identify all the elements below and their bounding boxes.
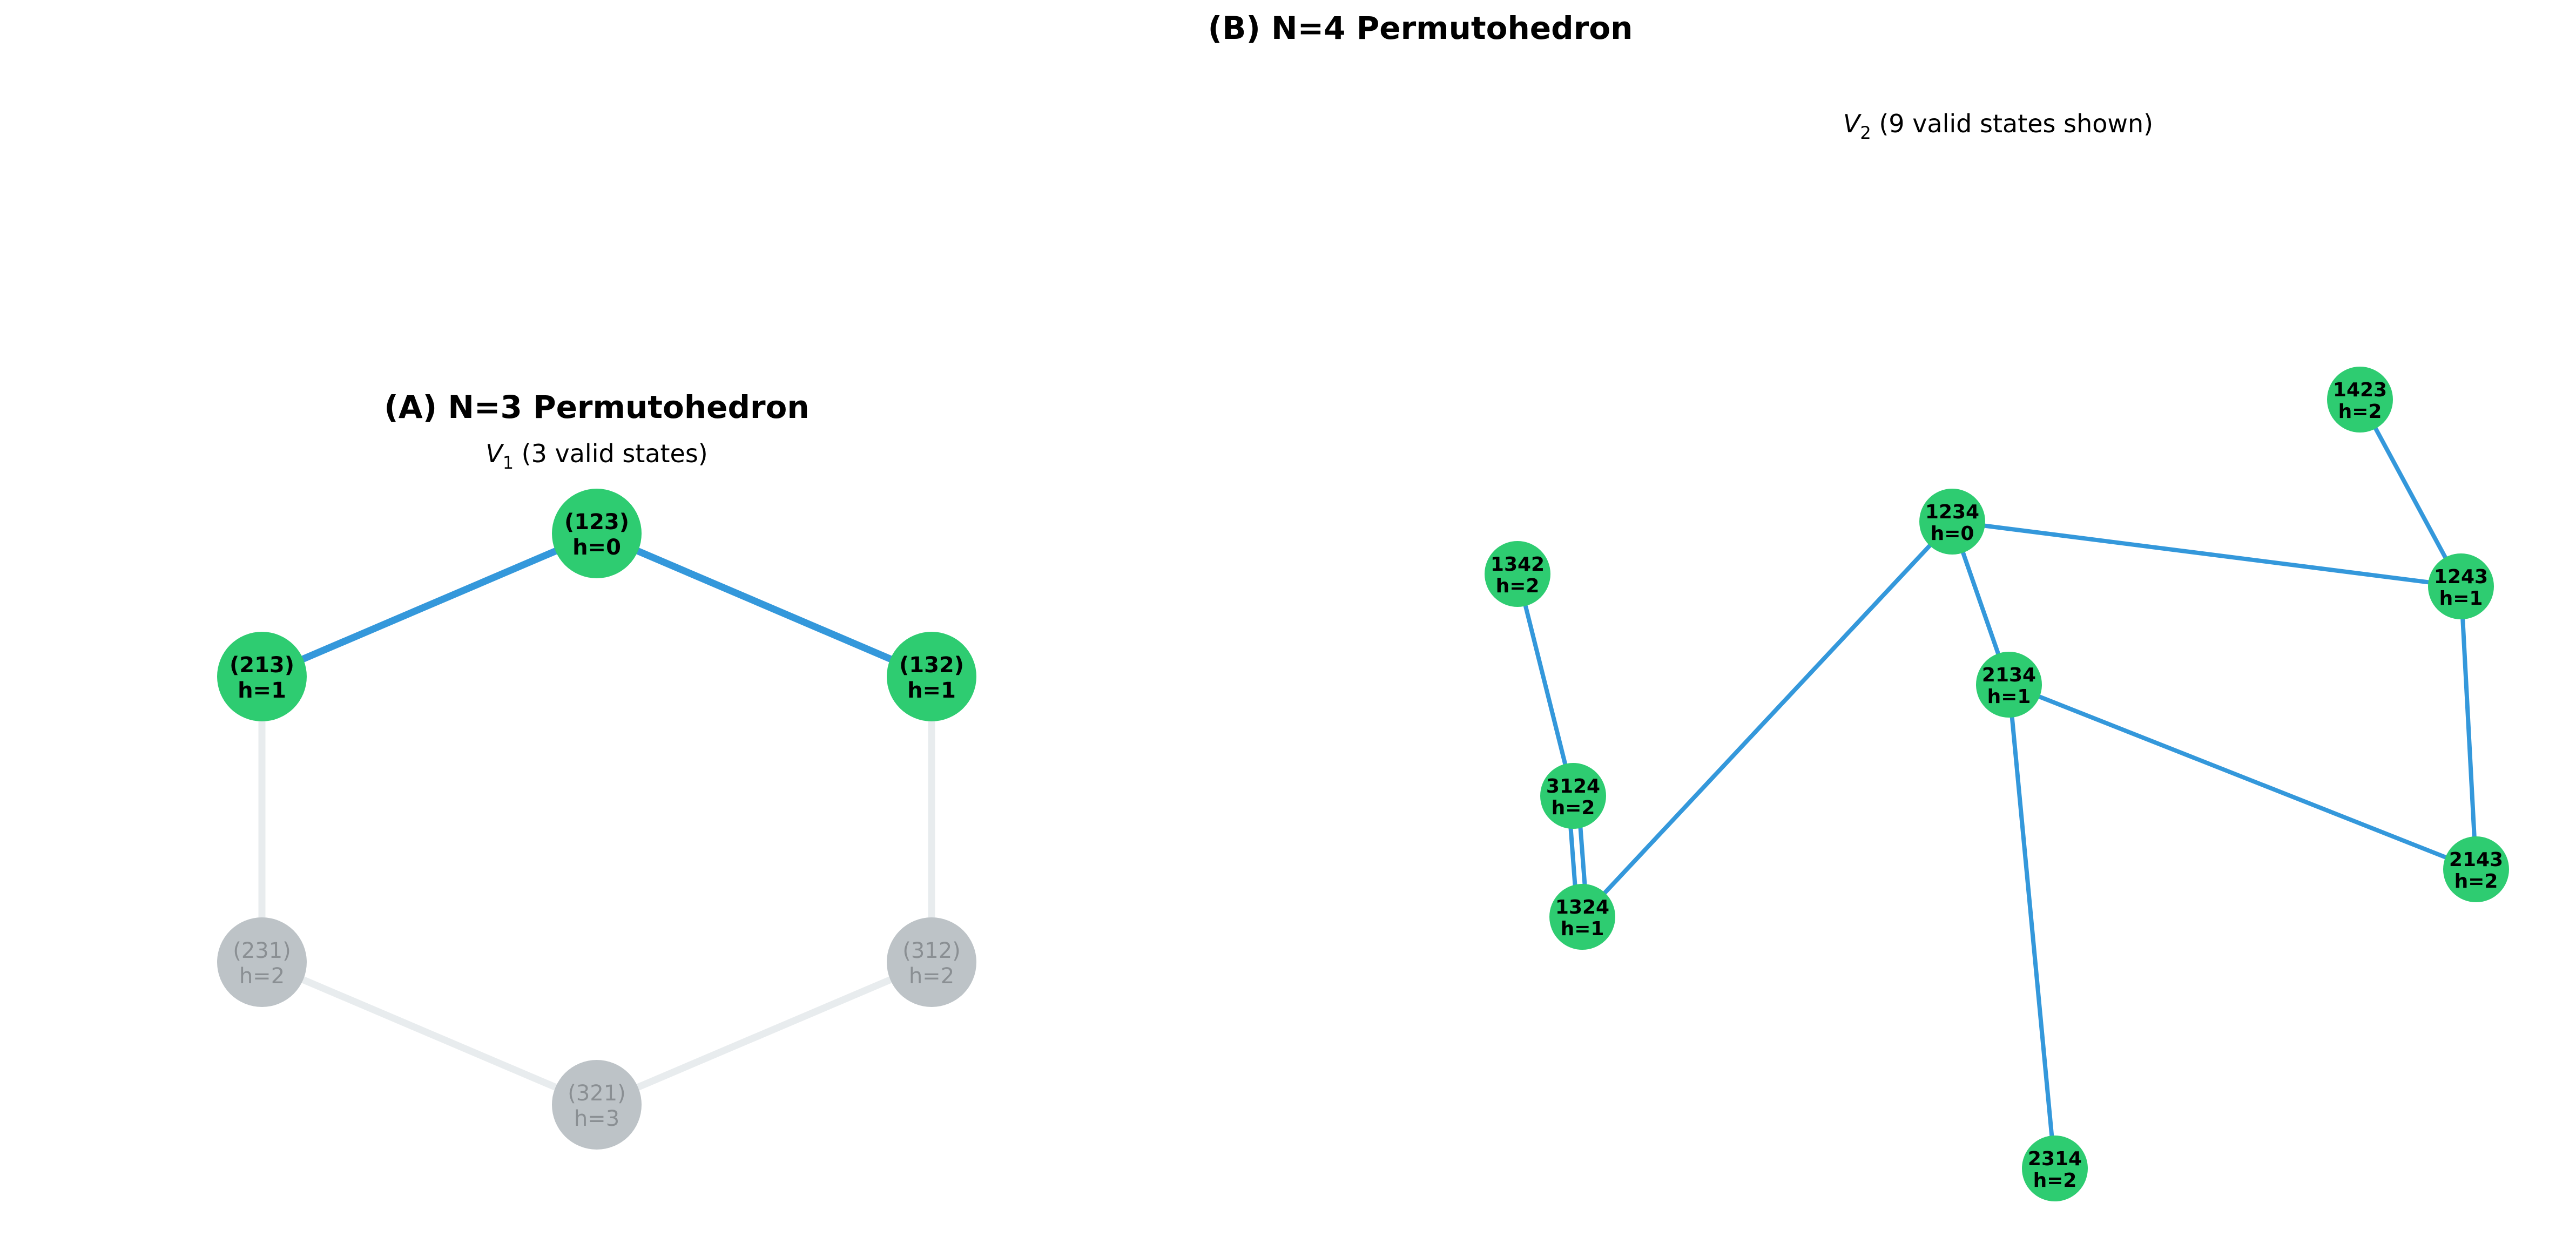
node-height: h=1 [2439, 587, 2483, 610]
node-circle [2022, 1136, 2088, 1201]
node-label: 1423 [2333, 379, 2387, 401]
edge-2134-2143 [2007, 682, 2478, 871]
node-height: h=2 [2033, 1170, 2077, 1192]
node-circle [887, 917, 976, 1007]
node-circle [2327, 367, 2393, 432]
node-label: (321) [568, 1081, 626, 1106]
edge-1342-3124 [1515, 572, 1575, 798]
panel-b-edges [1515, 397, 2478, 1171]
panel-a-edges [258, 530, 935, 1109]
node-label: 2143 [2449, 849, 2503, 871]
node-circle [1549, 884, 1615, 950]
node-label: 1234 [1925, 501, 1979, 523]
node-height: h=1 [1561, 918, 1604, 940]
edge-123-132 [593, 530, 935, 680]
node-132: (132)h=1 [887, 632, 976, 721]
node-circle [1485, 541, 1550, 607]
node-label: (231) [233, 938, 291, 963]
node-circle [217, 917, 307, 1007]
node-height: h=2 [2454, 870, 2498, 893]
node-123: (123)h=0 [552, 489, 642, 578]
edge-123-213 [258, 530, 601, 680]
node-circle [217, 632, 307, 721]
node-312: (312)h=2 [887, 917, 976, 1007]
node-circle [2428, 553, 2494, 619]
node-circle [1919, 489, 1985, 555]
node-height: h=0 [572, 535, 621, 560]
node-height: h=2 [1496, 575, 1540, 597]
edge-1234-1324 [1580, 519, 1954, 919]
edge-1234-1243 [1950, 519, 2463, 589]
edge-1243-2143 [2459, 584, 2478, 871]
node-label: (132) [899, 653, 964, 678]
node-label: (213) [230, 653, 294, 678]
node-circle [1540, 763, 1606, 829]
node-circle [2443, 836, 2509, 902]
panel-b-subtitle: V2 (9 valid states shown) [1843, 109, 2153, 143]
node-circle [1976, 652, 2042, 718]
node-circle [552, 1060, 642, 1150]
node-label: (312) [902, 938, 961, 963]
node-height: h=2 [239, 964, 285, 989]
node-label: 1243 [2434, 566, 2488, 588]
edge-312-321 [593, 958, 935, 1109]
panel-a-subtitle: V1 (3 valid states) [485, 439, 708, 473]
node-height: h=0 [1931, 523, 1974, 545]
panel-a-title: (A) N=3 Permutohedron [384, 389, 809, 425]
node-label: 2134 [1982, 664, 2036, 686]
node-circle [887, 632, 976, 721]
node-height: h=1 [907, 678, 956, 703]
edge-231-321 [258, 958, 601, 1109]
node-213: (213)h=1 [217, 632, 307, 721]
node-label: (123) [564, 510, 629, 535]
node-321: (321)h=3 [552, 1060, 642, 1150]
panel-a-nodes: (123)h=0(213)h=1(132)h=1(231)h=2(312)h=2… [217, 489, 976, 1150]
node-label: 1324 [1555, 896, 1609, 918]
panel-b-title: (B) N=4 Permutohedron [1208, 10, 1633, 46]
node-label: 2314 [2028, 1148, 2082, 1170]
node-label: 1342 [1491, 553, 1545, 576]
edge-2134-2314 [2007, 682, 2057, 1171]
node-height: h=3 [574, 1106, 619, 1131]
node-label: 3124 [1546, 775, 1600, 798]
node-height: h=1 [1987, 686, 2031, 708]
node-231: (231)h=2 [217, 917, 307, 1007]
edge-1423-1243 [2358, 397, 2463, 589]
node-height: h=2 [1552, 797, 1595, 819]
node-height: h=2 [909, 964, 954, 989]
node-height: h=2 [2338, 401, 2382, 423]
node-circle [552, 489, 642, 578]
node-height: h=1 [238, 678, 286, 703]
